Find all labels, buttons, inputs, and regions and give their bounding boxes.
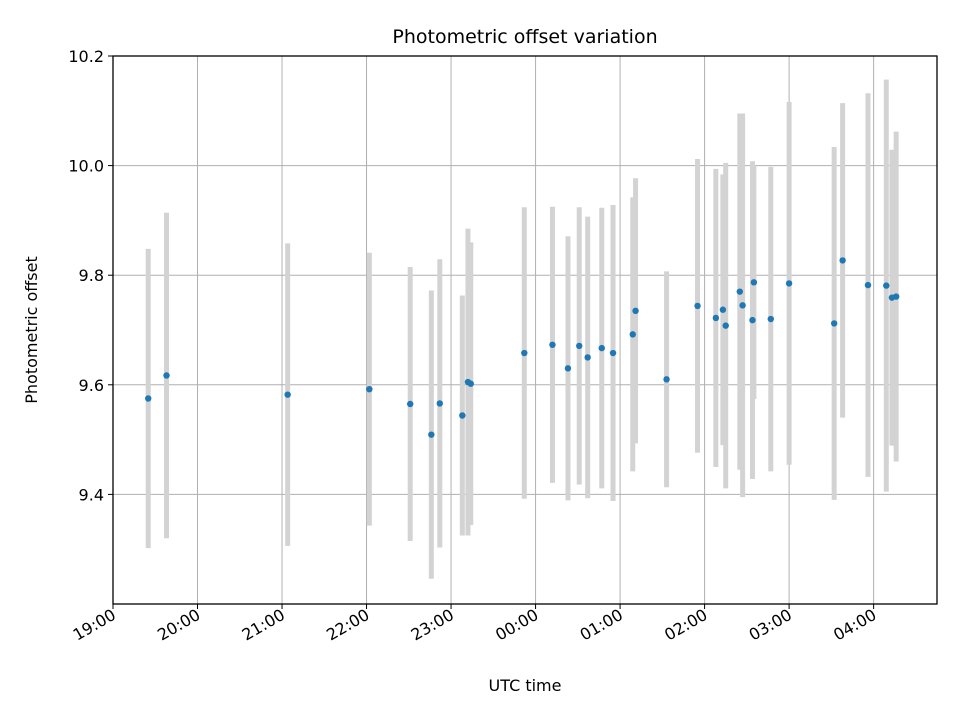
data-point (767, 315, 774, 323)
data-point (739, 302, 746, 309)
data-point (609, 349, 617, 357)
data-point (564, 365, 572, 372)
data-point (407, 400, 414, 408)
y-tick-label: 10.0 (68, 157, 104, 176)
chart-title: Photometric offset variation (392, 26, 657, 48)
data-point (584, 354, 591, 361)
data-point (883, 282, 890, 289)
data-point (549, 341, 556, 348)
data-point (366, 385, 373, 393)
data-point (632, 307, 639, 315)
data-points (145, 257, 900, 438)
y-axis-title: Photometric offset (22, 256, 41, 404)
data-point (467, 380, 474, 387)
data-point (712, 314, 720, 322)
y-tick-label: 9.4 (79, 485, 104, 504)
data-point (694, 302, 701, 310)
x-axis-title: UTC time (489, 676, 562, 695)
data-point (719, 306, 727, 313)
data-point (629, 331, 636, 338)
data-point (459, 412, 466, 419)
data-point (428, 431, 435, 438)
data-point (830, 320, 838, 327)
data-point (750, 279, 758, 286)
data-point (163, 372, 170, 379)
data-point (839, 257, 846, 264)
data-point (785, 280, 793, 287)
y-tick-label: 9.8 (79, 266, 104, 285)
plot-frame (112, 55, 938, 605)
data-point (663, 376, 670, 383)
data-point (736, 288, 744, 295)
y-tick-label: 10.2 (68, 47, 104, 66)
data-point (749, 316, 756, 324)
y-tick-label: 9.6 (79, 376, 104, 395)
data-point (145, 395, 152, 402)
data-point (284, 391, 291, 398)
data-point (436, 400, 443, 407)
data-point (576, 342, 583, 350)
data-point (892, 293, 900, 300)
data-point (864, 281, 872, 289)
y-axis: 9.4 9.6 9.8 10.0 10.2 (68, 47, 113, 504)
data-point (722, 322, 729, 329)
data-point (598, 344, 605, 352)
data-point (521, 349, 528, 357)
